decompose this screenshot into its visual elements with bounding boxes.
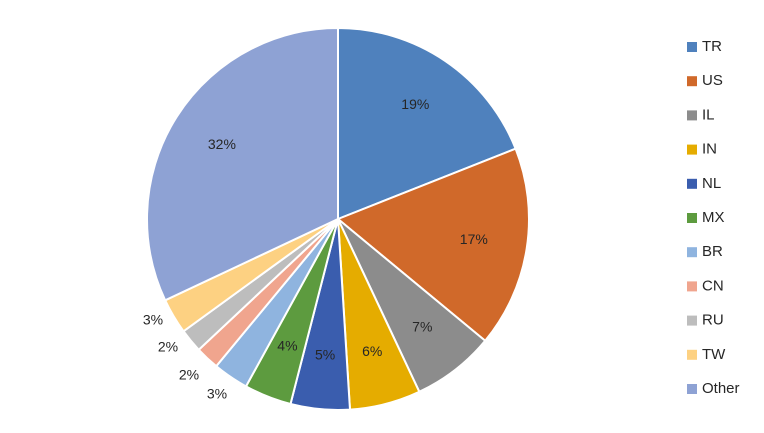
pie-slice-other: [146, 26, 339, 302]
legend-item-other: Other: [687, 380, 740, 397]
legend-swatch-in: [687, 144, 697, 155]
legend-label-ru: RU: [702, 312, 724, 329]
data-label-nl: 5%: [315, 347, 335, 363]
data-label-mx: 4%: [277, 338, 297, 354]
data-label-other: 32%: [208, 136, 236, 152]
pie-slice-tr: [337, 26, 517, 221]
legend-swatch-nl: [687, 178, 697, 189]
legend-swatch-tr: [687, 42, 697, 52]
legend-item-nl: NL: [687, 175, 721, 192]
pie-data-labels: 19% 17% 7% 6% 5% 4% 3% 2%2% 3% 32%: [143, 96, 488, 402]
legend-label-us: US: [702, 72, 723, 89]
legend-swatch-cn: [687, 281, 697, 292]
legend-label-br: BR: [702, 243, 723, 260]
legend-item-tr: TR: [687, 38, 722, 55]
data-label-us: 17%: [460, 231, 488, 247]
legend-item-br: BR: [687, 243, 723, 260]
legend-label-in: IN: [702, 141, 717, 158]
data-label-il: 7%: [412, 318, 432, 334]
legend-label-tr: TR: [702, 38, 722, 55]
legend-item-cn: CN: [687, 277, 724, 294]
legend-label-il: IL: [702, 106, 715, 123]
data-label-cn: 2%: [179, 367, 199, 383]
pie-slices: [146, 26, 530, 411]
data-label-in: 6%: [362, 343, 382, 359]
legend-label-nl: NL: [702, 175, 721, 192]
legend-swatch-br: [687, 247, 697, 258]
legend-swatch-other: [687, 384, 697, 394]
legend-swatch-il: [687, 110, 697, 121]
legend-item-ru: RU: [687, 312, 724, 329]
data-label-br: 3%: [207, 386, 227, 402]
legend-item-in: IN: [687, 141, 717, 158]
pie-slice-us: [336, 147, 530, 343]
legend-label-cn: CN: [702, 277, 724, 294]
legend-swatch-ru: [687, 315, 697, 326]
legend-item-tw: TW: [687, 346, 726, 363]
legend-label-mx: MX: [702, 209, 725, 226]
data-label-tw: 3%: [143, 312, 163, 328]
legend-item-mx: MX: [687, 209, 725, 226]
legend-swatch-tw: [687, 349, 697, 360]
legend-item-us: US: [687, 72, 723, 89]
legend-label-tw: TW: [702, 346, 726, 363]
legend-swatch-us: [687, 76, 697, 87]
legend: TR US IL IN NL MX BR CN RU TW Other: [687, 38, 740, 397]
legend-label-other: Other: [702, 380, 740, 397]
legend-item-il: IL: [687, 106, 715, 123]
legend-swatch-mx: [687, 213, 697, 223]
data-label-tr: 19%: [401, 96, 429, 112]
data-label-ru: 2%: [158, 339, 178, 355]
